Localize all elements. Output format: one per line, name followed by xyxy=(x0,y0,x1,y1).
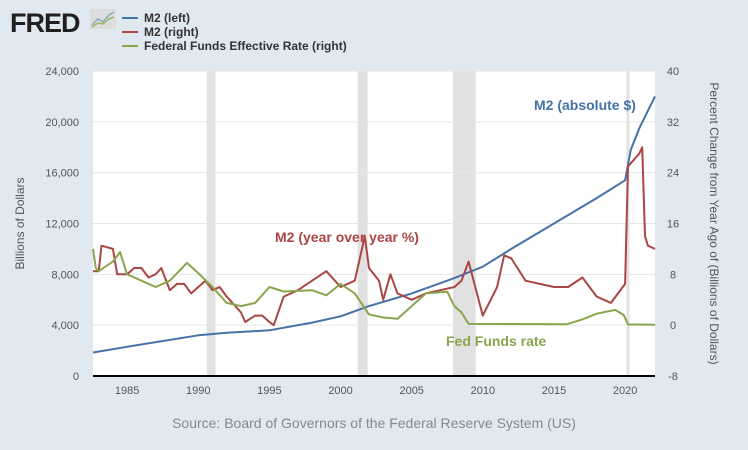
annotation-m2-absolute: M2 (absolute $) xyxy=(534,97,636,113)
legend-item-m2-left[interactable]: M2 (left) xyxy=(122,11,347,25)
legend-item-fed-funds[interactable]: Federal Funds Effective Rate (right) xyxy=(122,39,347,53)
legend-item-m2-right[interactable]: M2 (right) xyxy=(122,25,347,39)
y2-tick-label: 8 xyxy=(670,269,676,281)
logo-text: FRED xyxy=(10,8,80,38)
plot: 0 4,000 8,000 12,000 16,000 20,000 24,000 -8 0 8 1… xyxy=(13,66,721,397)
y-tick-label: 0 xyxy=(73,371,79,383)
fed-funds-line xyxy=(92,248,656,326)
x-tick-label: 2000 xyxy=(328,385,352,397)
y-tick-label: 24,000 xyxy=(45,66,79,78)
y-tick-label: 8,000 xyxy=(51,269,79,281)
y-tick-label: 12,000 xyxy=(45,219,79,231)
x-tick-label: 1995 xyxy=(257,385,281,397)
fred-logo[interactable]: FRED xyxy=(10,8,117,39)
annotation-fed-funds: Fed Funds rate xyxy=(446,333,547,349)
y-tick-label: 20,000 xyxy=(45,117,79,129)
y2-tick-label: -8 xyxy=(668,371,678,383)
annotation-m2-yoy: M2 (year over year %) xyxy=(275,229,419,245)
x-tick-label: 2015 xyxy=(542,385,566,397)
y2-tick-label: 40 xyxy=(667,66,679,78)
m2-yoy-line xyxy=(93,146,656,327)
y2-tick-label: 32 xyxy=(667,117,679,129)
legend-label: M2 (right) xyxy=(144,25,199,39)
x-tick-label: 2020 xyxy=(613,385,637,397)
y-tick-label: 16,000 xyxy=(45,168,79,180)
y-tick-label: 4,000 xyxy=(51,320,79,332)
y2-axis-title: Percent Change from Year Ago of (Billion… xyxy=(707,82,721,364)
x-tick-label: 1990 xyxy=(186,385,210,397)
source-note: Source: Board of Governors of the Federa… xyxy=(172,415,576,431)
y2-tick-label: 0 xyxy=(670,320,676,332)
y2-tick-label: 24 xyxy=(667,168,679,180)
legend-label: M2 (left) xyxy=(144,11,190,25)
y2-tick-label: 16 xyxy=(667,219,679,231)
x-tick-label: 2005 xyxy=(399,385,423,397)
legend: M2 (left) M2 (right) Federal Funds Effec… xyxy=(122,11,347,53)
y-axis-title: Billions of Dollars xyxy=(13,177,27,269)
x-tick-label: 1985 xyxy=(115,385,139,397)
legend-label: Federal Funds Effective Rate (right) xyxy=(144,39,347,53)
x-tick-label: 2010 xyxy=(471,385,495,397)
logo-chart-icon xyxy=(90,9,117,29)
m2-line xyxy=(92,95,656,354)
